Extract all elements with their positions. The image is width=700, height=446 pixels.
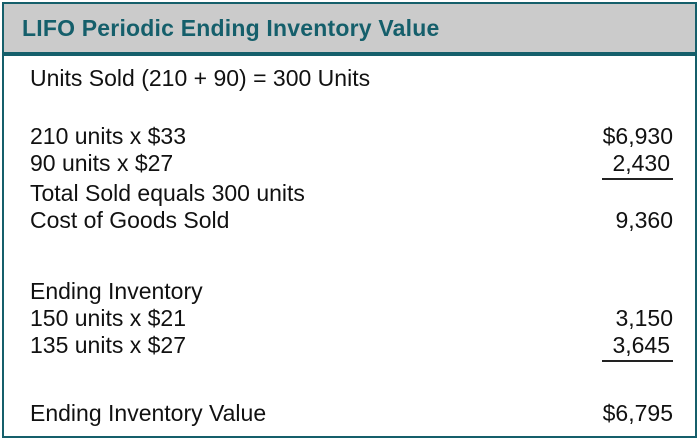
row-label: Units Sold (210 + 90) = 300 Units <box>30 65 371 91</box>
row-label: Cost of Goods Sold <box>30 207 230 233</box>
row-label: Ending Inventory <box>30 278 203 304</box>
figure-header: LIFO Periodic Ending Inventory Value <box>2 2 697 54</box>
figure-body: Units Sold (210 + 90) = 300 Units 210 un… <box>2 54 697 438</box>
row-label: Ending Inventory Value <box>30 400 267 426</box>
row-label: 210 units x $33 <box>30 123 187 149</box>
row-value-underlined: 3,645 <box>602 332 673 362</box>
row-label: Total Sold equals 300 units <box>30 180 305 206</box>
table-row-units-sold: Units Sold (210 + 90) = 300 Units <box>30 65 673 92</box>
table-row-150-units: 150 units x $21 3,150 <box>30 305 673 332</box>
table-row-ending-inventory-value: Ending Inventory Value $6,795 <box>30 400 673 427</box>
row-value: 3,150 <box>615 305 673 331</box>
spacer <box>30 234 673 278</box>
row-label: 150 units x $21 <box>30 305 187 331</box>
row-value: $6,795 <box>602 400 673 426</box>
table-row-cogs: Cost of Goods Sold 9,360 <box>30 207 673 234</box>
table-row-90-units: 90 units x $27 2,430 <box>30 150 673 180</box>
row-value: $6,930 <box>602 123 673 149</box>
spacer <box>30 362 673 400</box>
page-title: LIFO Periodic Ending Inventory Value <box>22 14 440 41</box>
row-label: 135 units x $27 <box>30 332 187 358</box>
row-value-underlined: 2,430 <box>602 150 673 180</box>
table-row-135-units: 135 units x $27 3,645 <box>30 332 673 362</box>
row-label: 90 units x $27 <box>30 150 174 176</box>
table-row-ending-inventory-heading: Ending Inventory <box>30 278 673 305</box>
row-value: 9,360 <box>615 207 673 233</box>
spacer <box>30 92 673 123</box>
table-row-total-sold: Total Sold equals 300 units <box>30 180 673 207</box>
table-row-210-units: 210 units x $33 $6,930 <box>30 123 673 150</box>
